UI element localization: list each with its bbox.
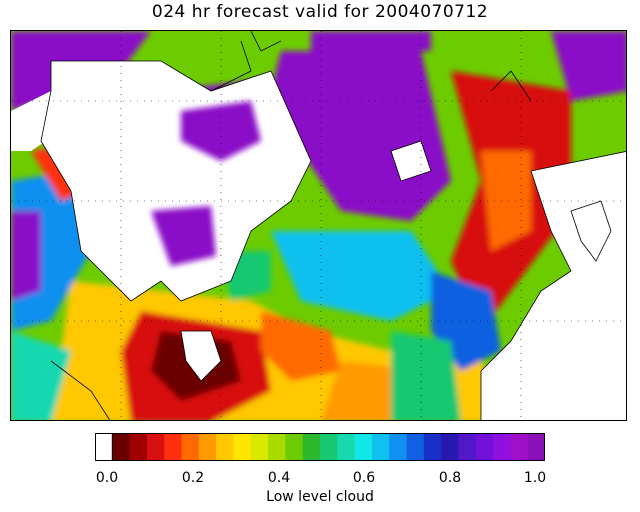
colorbar-swatch (268, 433, 286, 461)
colorbar-swatch (216, 433, 234, 461)
graticule (11, 31, 626, 420)
colorbar-tick: 0.6 (352, 470, 376, 486)
colorbar-tick: 1.0 (523, 470, 547, 486)
colorbar-swatch (441, 433, 459, 461)
colorbar-swatch (233, 433, 252, 461)
colorbar-swatch (337, 433, 356, 461)
colorbar-swatch (475, 433, 494, 461)
colorbar-border (95, 433, 545, 461)
colorbar-swatch (371, 433, 390, 461)
colorbar-swatch (389, 433, 408, 461)
colorbar-tick: 0.4 (267, 470, 291, 486)
colorbar-swatch (493, 433, 511, 461)
colorbar-tick: 0.0 (95, 470, 119, 486)
coastlines (40, 31, 626, 420)
cloud-map (10, 30, 627, 421)
cloud-map-svg (11, 31, 626, 420)
colorbar-swatch (129, 433, 148, 461)
colorbar-swatch (181, 433, 200, 461)
colorbar-swatch (302, 433, 321, 461)
colorbar-swatch (198, 433, 217, 461)
colorbar-swatch (112, 433, 131, 461)
colorbar-swatch (458, 433, 477, 461)
colorbar-swatch (423, 433, 442, 461)
colorbar-swatch (250, 433, 269, 461)
colorbar-swatch (146, 433, 165, 461)
colorbar-swatch (164, 433, 183, 461)
chart-title: 024 hr forecast valid for 2004070712 (151, 2, 489, 22)
colorbar-tick: 0.8 (438, 470, 462, 486)
colorbar-swatch (320, 433, 338, 461)
colorbar (95, 433, 545, 461)
colorbar-swatch (510, 433, 529, 461)
colorbar-swatch (406, 433, 425, 461)
colorbar-label: Low level cloud (266, 489, 374, 505)
colorbar-swatch (527, 433, 545, 461)
colorbar-tick: 0.2 (181, 470, 205, 486)
land-masses (11, 61, 626, 420)
colorbar-swatch (95, 433, 113, 461)
colorbar-swatch (285, 433, 304, 461)
colorbar-swatch (354, 433, 373, 461)
